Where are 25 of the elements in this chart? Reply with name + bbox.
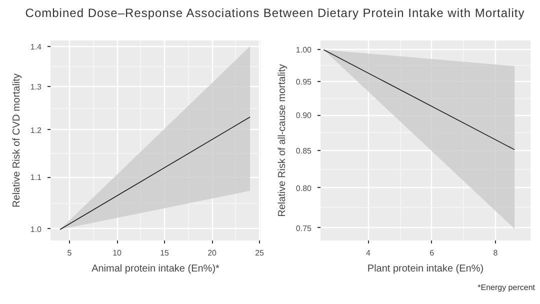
y-tick-label: 0.90	[296, 111, 312, 120]
y-tick-label: 0.95	[296, 78, 312, 87]
y-axis-title: Relative Risk of all-cause mortality	[276, 64, 288, 217]
y-tick-label: 1.0	[30, 224, 42, 234]
y-tick-label: 1.3	[30, 82, 42, 92]
x-tick-label: 6	[430, 248, 435, 258]
x-tick-label: 8	[493, 248, 498, 258]
y-tick-label: 0.85	[296, 146, 312, 156]
chart-title: Combined Dose–Response Associations Between Dietary Protein Intake with Mortality	[25, 5, 525, 22]
y-axis-title: Relative Risk of CVD mortality	[11, 74, 22, 208]
x-tick-label: 10	[112, 248, 122, 258]
y-tick-label: 1.1	[30, 173, 42, 182]
y-tick-label: 0.80	[296, 184, 312, 193]
x-tick-label: 5	[67, 248, 72, 258]
x-axis-title: Animal protein intake (En%)*	[92, 264, 220, 274]
x-axis-title: Plant protein intake (En%)	[367, 264, 484, 274]
y-tick-label: 0.75	[296, 224, 312, 233]
text: *Energy percent	[478, 282, 535, 294]
x-tick-label: 20	[208, 248, 218, 258]
y-tick-label: 1.00	[296, 46, 312, 55]
x-tick-label: 25	[255, 248, 265, 258]
x-tick-label: 4	[366, 248, 372, 258]
y-tick-label: 1.4	[30, 42, 42, 52]
y-tick-label: 1.2	[30, 126, 42, 135]
x-tick-label: 15	[160, 248, 170, 258]
